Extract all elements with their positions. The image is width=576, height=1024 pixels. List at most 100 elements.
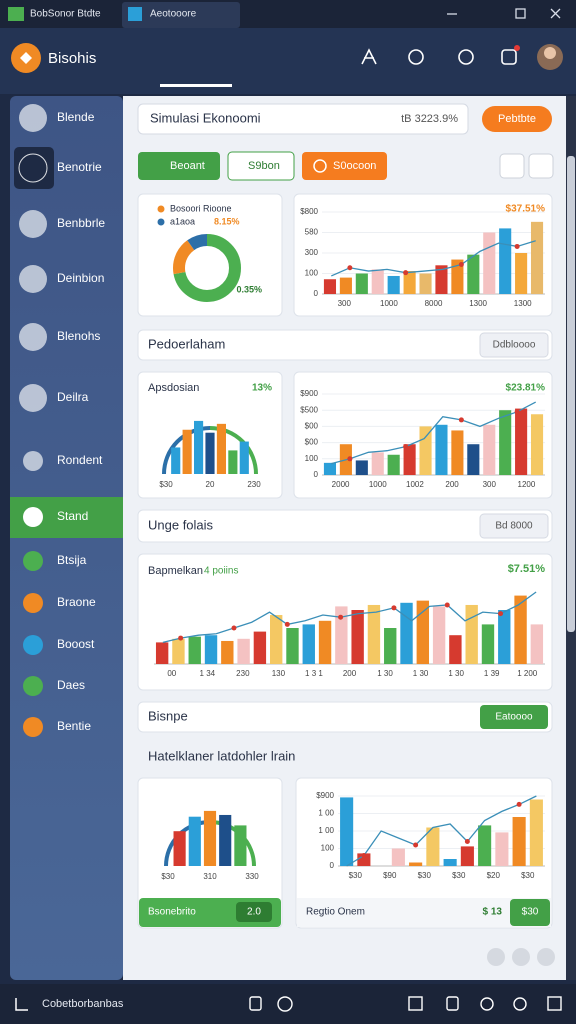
icon[interactable] (480, 997, 494, 1011)
tab-label[interactable]: BobSonor Btdte (30, 9, 101, 20)
bar (530, 221, 544, 294)
scroll-thumb[interactable] (567, 156, 575, 632)
search-button-label[interactable]: Pebtbte (498, 113, 536, 125)
tab-active[interactable] (122, 2, 240, 28)
bar (391, 848, 405, 866)
bar (339, 277, 352, 294)
close[interactable] (550, 8, 561, 19)
x-tick-label: 1 30 (448, 669, 464, 678)
sidebar-icon[interactable] (23, 676, 43, 696)
tab-button[interactable] (302, 152, 387, 180)
sidebar-icon[interactable] (19, 104, 47, 132)
tab-label[interactable]: Beoant (170, 160, 205, 172)
x-tick-label: 310 (203, 872, 217, 881)
page-dot[interactable] (512, 948, 530, 966)
bar (188, 636, 201, 664)
tab-label[interactable]: Aeotooore (150, 9, 197, 20)
tab-label[interactable]: S9bon (248, 160, 280, 172)
back-icon[interactable] (15, 998, 28, 1011)
sidebar-icon[interactable] (23, 507, 43, 527)
y-tick-label: $00 (305, 438, 319, 447)
sidebar-icon[interactable] (23, 451, 43, 471)
bar (481, 624, 495, 664)
section-button-label[interactable]: Ddbloooo (493, 340, 536, 351)
sidebar-label[interactable]: Deilra (57, 390, 89, 404)
bar (451, 259, 464, 294)
icon[interactable] (446, 996, 459, 1011)
icon[interactable] (361, 48, 377, 65)
sidebar-icon[interactable] (23, 717, 43, 737)
chart-footer: Regtio Onem (306, 907, 365, 918)
tab-button[interactable] (138, 152, 220, 180)
card (295, 777, 553, 929)
sidebar-label[interactable]: Benotrie (57, 160, 102, 174)
tab-label[interactable]: S0ocoon (333, 160, 376, 172)
icon[interactable] (501, 49, 517, 65)
bar (205, 432, 215, 474)
section-button[interactable] (479, 513, 549, 539)
tab-button[interactable] (227, 151, 295, 181)
x-tick-label: 1 30 (413, 669, 429, 678)
chart-button[interactable]: $30 (522, 907, 539, 918)
sidebar-icon[interactable] (19, 265, 47, 293)
sidebar-icon[interactable] (19, 384, 47, 412)
icon[interactable] (408, 996, 423, 1011)
search-button[interactable] (482, 106, 552, 132)
bar (499, 410, 512, 475)
sidebar-icon[interactable] (23, 551, 43, 571)
chart-label: $7.51% (508, 563, 546, 575)
sidebar-label[interactable]: Bentie (57, 719, 91, 733)
sidebar-label[interactable]: Blende (57, 110, 95, 124)
section-button-label[interactable]: Eatoooo (495, 712, 533, 723)
sidebar-icon[interactable] (23, 593, 43, 613)
chart-label: 13% (252, 383, 272, 394)
sidebar-icon[interactable] (19, 323, 47, 351)
footer-text: Cobetborbanbas (42, 998, 124, 1010)
sidebar-label[interactable]: Daes (57, 678, 85, 692)
page-dot[interactable] (537, 948, 555, 966)
bar (302, 624, 315, 664)
x-tick-label: 1 34 (200, 669, 216, 678)
sidebar-label[interactable]: Deinbion (57, 271, 104, 285)
header-underline (160, 84, 232, 87)
bar (204, 635, 218, 664)
maximize[interactable] (515, 8, 526, 19)
icon[interactable] (547, 996, 562, 1011)
chart-label: $37.51% (506, 204, 546, 215)
icon[interactable] (458, 49, 474, 65)
icon[interactable] (513, 997, 527, 1011)
sidebar-label[interactable]: Benbbrle (57, 216, 105, 230)
y-tick-label: 300 (305, 248, 319, 257)
section-button[interactable] (479, 332, 549, 358)
y-tick-label: $900 (300, 389, 318, 398)
page-dot[interactable] (487, 948, 505, 966)
sidebar-icon[interactable] (23, 635, 43, 655)
x-tick-label: 1002 (406, 480, 424, 489)
x-tick-label: 8000 (425, 299, 443, 308)
bar (384, 628, 397, 664)
sidebar-label[interactable]: Btsija (57, 553, 87, 567)
section-button-label[interactable]: Bd 8000 (495, 521, 533, 532)
sidebar-icon[interactable] (19, 210, 47, 238)
icon-button[interactable] (499, 153, 525, 179)
icon-button[interactable] (528, 153, 554, 179)
search-box[interactable] (137, 103, 469, 135)
icon[interactable] (249, 996, 262, 1011)
sidebar-label[interactable]: Stand (57, 509, 88, 523)
sidebar-label[interactable]: Booost (57, 637, 95, 651)
sidebar-label[interactable]: Rondent (57, 453, 103, 467)
icon[interactable] (277, 996, 293, 1012)
bar (432, 606, 446, 664)
sidebar-label[interactable]: Braone (57, 595, 96, 609)
sidebar-icon[interactable] (18, 153, 48, 183)
section-button[interactable] (480, 705, 548, 729)
bar (483, 424, 496, 475)
bar (367, 604, 381, 664)
bar (467, 254, 480, 294)
icon[interactable] (408, 49, 424, 65)
card (137, 193, 283, 317)
sidebar-label[interactable]: Blenohs (57, 329, 100, 343)
y-tick-label: $00 (305, 422, 319, 431)
bar (318, 620, 332, 664)
footer-button[interactable] (510, 899, 550, 926)
